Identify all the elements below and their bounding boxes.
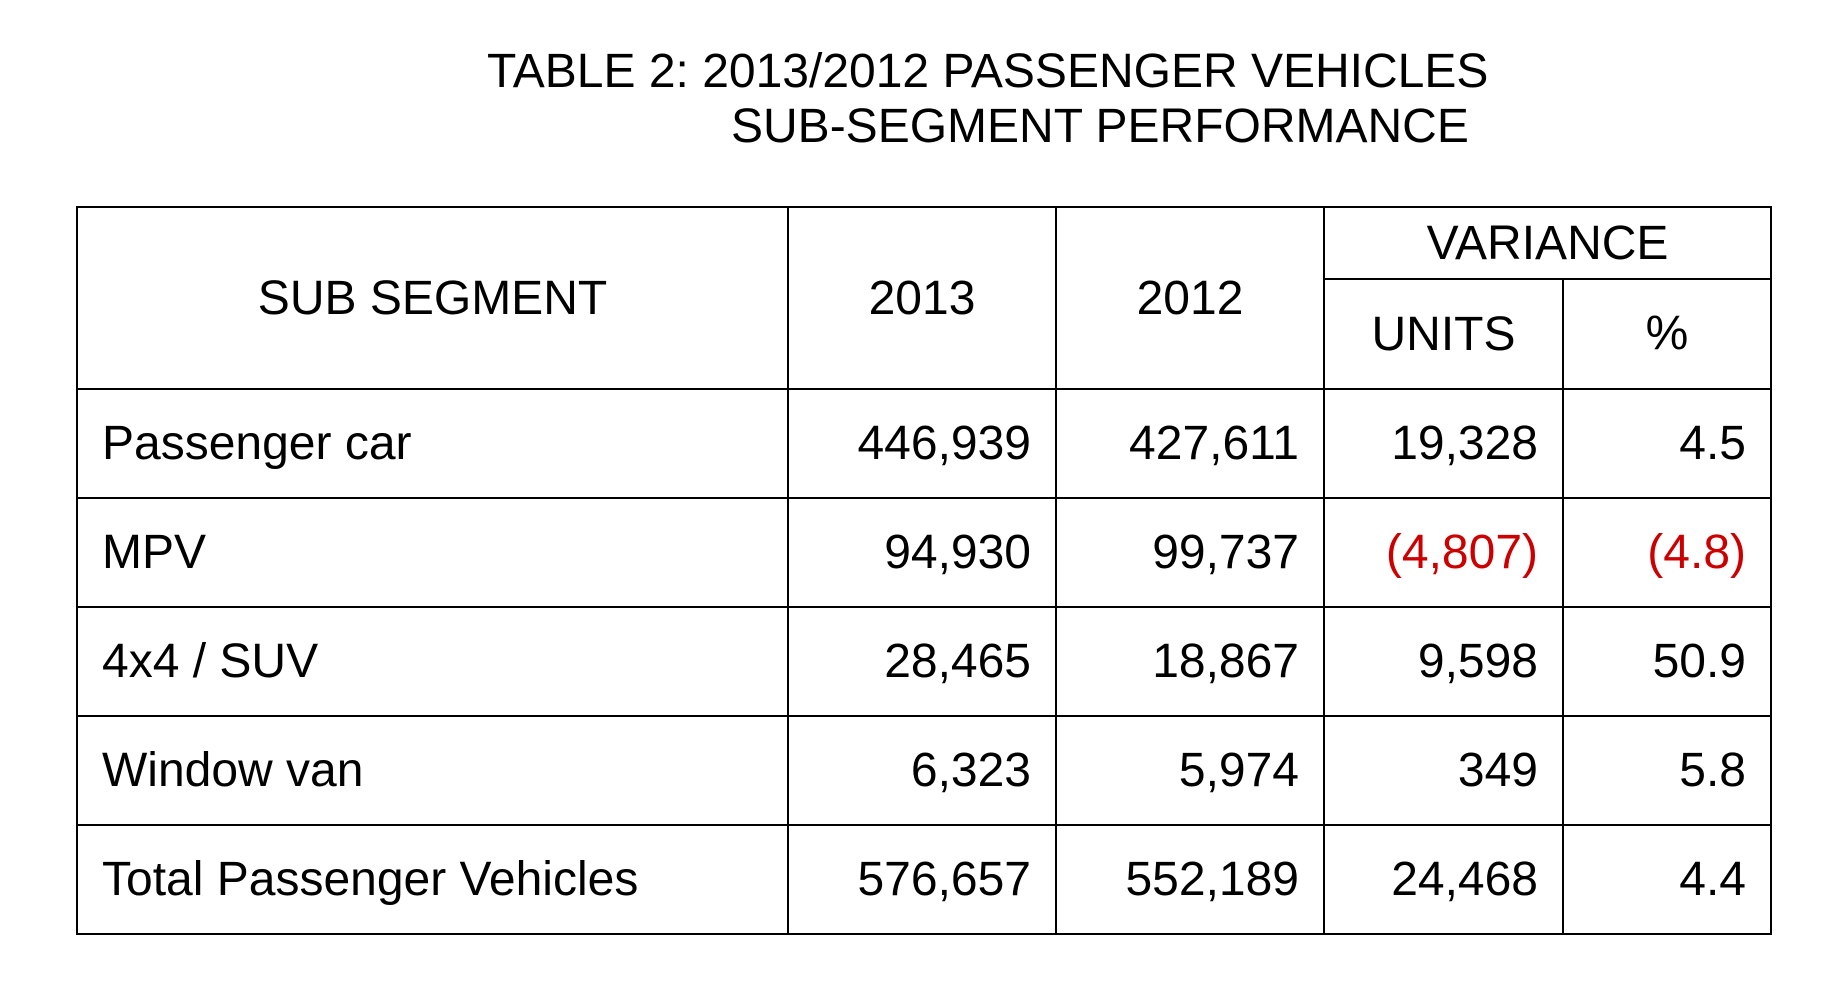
cell-segment: Total Passenger Vehicles bbox=[76, 824, 789, 935]
header-2012: 2012 bbox=[1055, 206, 1325, 390]
table-body: Passenger car 446,939 427,611 19,328 4.5… bbox=[76, 388, 1772, 935]
cell-2013: 28,465 bbox=[787, 606, 1057, 717]
cell-percent: 4.5 bbox=[1562, 388, 1772, 499]
cell-2013: 576,657 bbox=[787, 824, 1057, 935]
cell-units: 349 bbox=[1323, 715, 1564, 826]
sub-segment-performance-table: SUB SEGMENT 2013 2012 VARIANCE UNITS % P… bbox=[76, 206, 1772, 935]
table-row: Passenger car 446,939 427,611 19,328 4.5 bbox=[76, 388, 1772, 499]
table-title-line-2: SUB-SEGMENT PERFORMANCE bbox=[731, 100, 1469, 153]
header-units: UNITS bbox=[1323, 278, 1564, 390]
cell-2012: 552,189 bbox=[1055, 824, 1325, 935]
cell-percent: 4.4 bbox=[1562, 824, 1772, 935]
header-variance: VARIANCE bbox=[1323, 206, 1772, 280]
header-2013: 2013 bbox=[787, 206, 1057, 390]
table-title-line-1: TABLE 2: 2013/2012 PASSENGER VEHICLES bbox=[487, 45, 1489, 98]
table-row: Window van 6,323 5,974 349 5.8 bbox=[76, 715, 1772, 826]
cell-segment: 4x4 / SUV bbox=[76, 606, 789, 717]
cell-percent: 5.8 bbox=[1562, 715, 1772, 826]
cell-segment: Window van bbox=[76, 715, 789, 826]
cell-2012: 427,611 bbox=[1055, 388, 1325, 499]
cell-2012: 99,737 bbox=[1055, 497, 1325, 608]
table-row: 4x4 / SUV 28,465 18,867 9,598 50.9 bbox=[76, 606, 1772, 717]
header-percent: % bbox=[1562, 278, 1772, 390]
cell-segment: Passenger car bbox=[76, 388, 789, 499]
cell-2013: 446,939 bbox=[787, 388, 1057, 499]
cell-percent-negative: (4.8) bbox=[1562, 497, 1772, 608]
cell-units-negative: (4,807) bbox=[1323, 497, 1564, 608]
cell-units: 19,328 bbox=[1323, 388, 1564, 499]
cell-units: 24,468 bbox=[1323, 824, 1564, 935]
cell-2013: 6,323 bbox=[787, 715, 1057, 826]
cell-2012: 5,974 bbox=[1055, 715, 1325, 826]
cell-segment: MPV bbox=[76, 497, 789, 608]
cell-percent: 50.9 bbox=[1562, 606, 1772, 717]
cell-2012: 18,867 bbox=[1055, 606, 1325, 717]
cell-units: 9,598 bbox=[1323, 606, 1564, 717]
table-row: MPV 94,930 99,737 (4,807) (4.8) bbox=[76, 497, 1772, 608]
table-row-total: Total Passenger Vehicles 576,657 552,189… bbox=[76, 824, 1772, 935]
table-header: SUB SEGMENT 2013 2012 VARIANCE UNITS % bbox=[76, 206, 1772, 390]
cell-2013: 94,930 bbox=[787, 497, 1057, 608]
header-sub-segment: SUB SEGMENT bbox=[76, 206, 789, 390]
